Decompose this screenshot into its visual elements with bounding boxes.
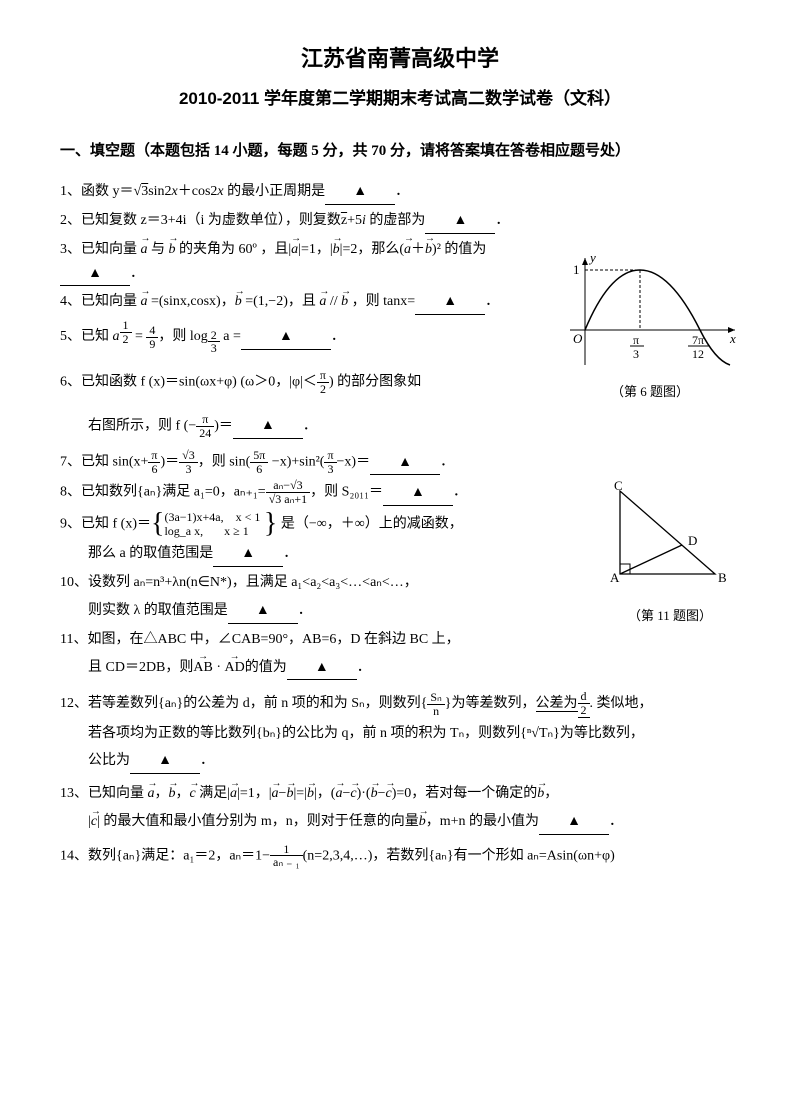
question-2: 2、已知复数 z＝3+4i（i 为虚数单位），则复数z+5i 的虚部为▲．: [60, 209, 740, 234]
question-12-line3: 公比为▲．: [88, 749, 740, 774]
question-5: 5、已知 a12 = 49，则 log23 a =▲．: [60, 319, 740, 355]
question-13: 13、已知向量 a，b，c 满足|a|=1，|a−b|=|b|，(a−c)·(b…: [60, 782, 740, 806]
blank: ▲: [415, 290, 485, 315]
blank: ▲: [325, 180, 395, 205]
blank: ▲: [539, 810, 609, 835]
q-num: 13、: [60, 786, 88, 801]
question-4: 4、已知向量 a =(sinx,cosx)，b =(1,−2)，且 a // b…: [60, 290, 740, 315]
blank: ▲: [213, 542, 283, 567]
q2-text-a: 已知复数 z＝3+4i（i 为虚数单位），则复数: [81, 213, 341, 228]
blank: ▲: [228, 599, 298, 624]
blank: ▲: [287, 656, 357, 681]
question-13-line2: |c| 的最大值和最小值分别为 m，n，则对于任意的向量b，m+n 的最小值为▲…: [88, 810, 740, 835]
paper-title: 2010-2011 学年度第二学期期末考试高二数学试卷（文科）: [60, 85, 740, 114]
question-9: 9、已知 f (x)＝{(3a−1)x+4a, x < 1log_a x, x …: [60, 510, 740, 539]
q-num: 5、: [60, 329, 81, 344]
q2-text-b: 的虚部为: [366, 213, 426, 228]
q-num: 11、: [60, 632, 87, 647]
school-title: 江苏省南菁高级中学: [60, 40, 740, 77]
question-1: 1、函数 y＝√3sin2x＋cos2x 的最小正周期是▲．: [60, 180, 740, 205]
question-6-line2: 右图所示，则 f (−π24)＝▲．: [88, 413, 740, 439]
blank: ▲: [370, 451, 440, 476]
question-11: 11、如图，在△ABC 中，∠CAB=90°，AB=6，D 在斜边 BC 上，: [60, 628, 740, 652]
q-num: 7、: [60, 455, 81, 470]
blank: ▲: [241, 325, 331, 350]
blank: ▲: [233, 414, 303, 439]
q1-text-a: 函数 y＝: [81, 184, 134, 199]
q-num: 1、: [60, 184, 81, 199]
q1-text-b: 的最小正周期是: [224, 184, 326, 199]
question-9-line2: 那么 a 的取值范围是▲．: [88, 542, 740, 567]
q-num: 3、: [60, 242, 81, 257]
blank: ▲: [130, 749, 200, 774]
blank: ▲: [425, 209, 495, 234]
question-12-line2: 若各项均为正数的等比数列{bₙ}的公比为 q，前 n 项的积为 Tₙ，则数列{ⁿ…: [88, 722, 740, 746]
q-num: 10、: [60, 575, 88, 590]
q-num: 2、: [60, 213, 81, 228]
question-8: 8、已知数列{aₙ}满足 a₁=0，aₙ₊₁=aₙ−√3√3 aₙ+1，则 S₂…: [60, 479, 740, 505]
q1-math: √3sin2x＋cos2x: [134, 184, 224, 199]
q-num: 9、: [60, 516, 81, 531]
question-3: 3、已知向量 a 与 b 的夹角为 60º ，且|a|=1，|b|=2，那么(a…: [60, 238, 740, 287]
q-num: 6、: [60, 374, 81, 389]
question-11-line2: 且 CD＝2DB，则AB · AD的值为▲．: [88, 656, 740, 681]
section-header: 一、填空题（本题包括 14 小题，每题 5 分，共 70 分，请将答案填在答卷相…: [60, 136, 740, 166]
q-num: 14、: [60, 848, 88, 863]
question-7: 7、已知 sin(x+π6)＝√33，则 sin(5π6 −x)+sin²(π3…: [60, 449, 740, 475]
q-num: 4、: [60, 294, 81, 309]
blank: ▲: [383, 481, 453, 506]
q-num: 8、: [60, 485, 81, 500]
question-14: 14、数列{aₙ}满足：a₁＝2，aₙ＝1−1aₙ ₋ ₁(n=2,3,4,…)…: [60, 843, 740, 869]
question-12: 12、若等差数列{aₙ}的公差为 d，前 n 项的和为 Sₙ，则数列{Sₙn}为…: [60, 690, 740, 717]
question-10: 10、设数列 aₙ=n³+λn(n∈N*)，且满足 a₁<a₂<a₃<…<aₙ<…: [60, 571, 740, 595]
q-num: 12、: [60, 696, 88, 711]
question-10-line2: 则实数 λ 的取值范围是▲．: [88, 599, 740, 624]
blank: ▲: [60, 262, 130, 287]
question-6: 6、已知函数 f (x)＝sin(ωx+φ) (ω＞0，|φ|＜π2) 的部分图…: [60, 369, 740, 395]
